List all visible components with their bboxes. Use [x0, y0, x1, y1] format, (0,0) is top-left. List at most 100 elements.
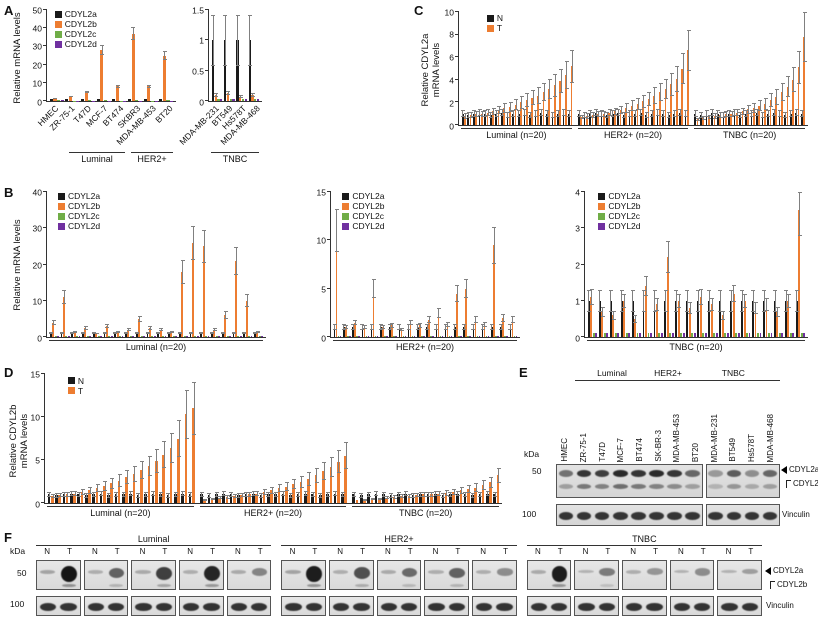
bar-CDYL2b	[511, 319, 514, 337]
error-bar	[433, 490, 438, 497]
error-bar	[499, 324, 504, 331]
y-tick-label: 0.5	[192, 66, 204, 77]
blot-lane-label-text: BT549	[728, 438, 738, 462]
bar-N	[667, 114, 670, 125]
bar-slot	[533, 12, 541, 125]
bar-CDYL2d	[196, 336, 199, 337]
bar-CDYL2b	[191, 242, 194, 337]
error-bar	[707, 289, 712, 312]
bar-CDYL2b	[84, 91, 88, 101]
bar-T	[314, 475, 318, 503]
bar-slot	[381, 374, 390, 503]
error-bar	[477, 108, 482, 117]
bar-slot	[81, 192, 92, 337]
error-bar	[351, 324, 356, 331]
error-bar	[561, 108, 566, 117]
error-bar	[597, 289, 602, 312]
plot-area: CDYL2a CDYL2b CDYL2c CDYL2d	[581, 191, 808, 338]
bar-slot	[452, 192, 462, 337]
error-bar	[758, 100, 763, 112]
e-band-label-cdyl2a: CDYL2a	[789, 465, 818, 474]
lane-label: T	[162, 547, 168, 556]
bar-N	[333, 493, 337, 503]
bar-CDYL2a	[444, 327, 447, 337]
error-bar	[762, 289, 767, 312]
bar-CDYL2d	[628, 333, 630, 337]
bar-CDYL2c	[337, 335, 340, 337]
bar-CDYL2d	[60, 100, 64, 101]
bar-T	[736, 112, 738, 125]
bar-CDYL2d	[349, 335, 351, 337]
bar-CDYL2a	[49, 99, 53, 101]
vinculin-band	[625, 603, 643, 611]
y-tick-mark	[205, 100, 209, 101]
error-bar	[132, 465, 137, 483]
error-bar	[396, 491, 401, 498]
error-bar	[422, 492, 427, 497]
blot-lane	[684, 465, 702, 497]
bar-slot	[751, 192, 762, 337]
bar-N	[318, 495, 322, 503]
error-bar	[594, 108, 599, 117]
blot-group-header: Luminal	[36, 534, 272, 546]
blot-lane	[557, 465, 575, 497]
bar-T	[429, 494, 433, 503]
bar-T	[797, 67, 800, 125]
category-cell: MDA-MB-468	[218, 102, 263, 152]
bar-CDYL2b	[645, 286, 647, 337]
error-bar	[531, 90, 536, 106]
bar-slot	[62, 374, 70, 503]
error-bar	[443, 324, 448, 331]
bar-CDYL2c	[495, 335, 497, 337]
bar-CDYL2b	[798, 210, 801, 337]
blot-box	[717, 560, 763, 590]
bar-slot	[556, 12, 564, 125]
bar-T	[140, 470, 143, 503]
error-bar	[192, 381, 197, 435]
error-bar	[251, 490, 256, 497]
bar-slot	[441, 374, 449, 503]
bar-CDYL2a	[92, 333, 95, 337]
bar-slot	[489, 192, 499, 337]
f-kda-label: kDa	[10, 546, 26, 556]
cdyl2a-band-n	[428, 570, 444, 574]
bar-T	[681, 68, 684, 125]
error-bar	[685, 289, 690, 312]
legend-item: CDYL2a	[54, 10, 97, 19]
bar-N	[341, 494, 344, 503]
legend: CDYL2a CDYL2b CDYL2c CDYL2d	[598, 192, 641, 231]
error-bar	[110, 477, 115, 489]
vinculin-band	[60, 603, 77, 611]
bar-CDYL2c	[636, 333, 639, 337]
group-label: TNBC (n=20)	[587, 340, 805, 355]
cdyl2a-band-t	[60, 566, 77, 583]
bar-N	[214, 494, 218, 503]
bar-CDYL2b	[335, 230, 338, 337]
bar-slot	[311, 374, 319, 503]
bar-CDYL2c	[205, 336, 208, 337]
bar-CDYL2d	[737, 333, 740, 337]
bar-slot	[360, 192, 370, 337]
bar-slot	[699, 12, 706, 125]
bar-slot	[597, 192, 609, 337]
cdyl2b-band	[204, 584, 219, 587]
error-bar	[674, 289, 679, 312]
blot-lane-label: MDA-MB-468	[761, 382, 780, 462]
vinculin-band	[401, 603, 418, 611]
error-bar	[53, 97, 58, 99]
bar-T	[299, 481, 303, 503]
error-bar	[100, 44, 105, 56]
blot-lane-label: ZR-75-1	[575, 382, 594, 462]
bar-group	[331, 192, 520, 337]
error-bar	[91, 332, 96, 335]
bar-CDYL2c	[724, 333, 727, 337]
y-tick-label: 10	[30, 412, 40, 423]
blot-group	[526, 560, 763, 590]
bar-slot	[199, 192, 211, 337]
error-bar	[550, 111, 555, 118]
bar-slot	[156, 192, 168, 337]
blot-box	[376, 560, 422, 590]
legend-label: CDYL2d	[67, 221, 101, 231]
error-bar	[437, 490, 442, 497]
